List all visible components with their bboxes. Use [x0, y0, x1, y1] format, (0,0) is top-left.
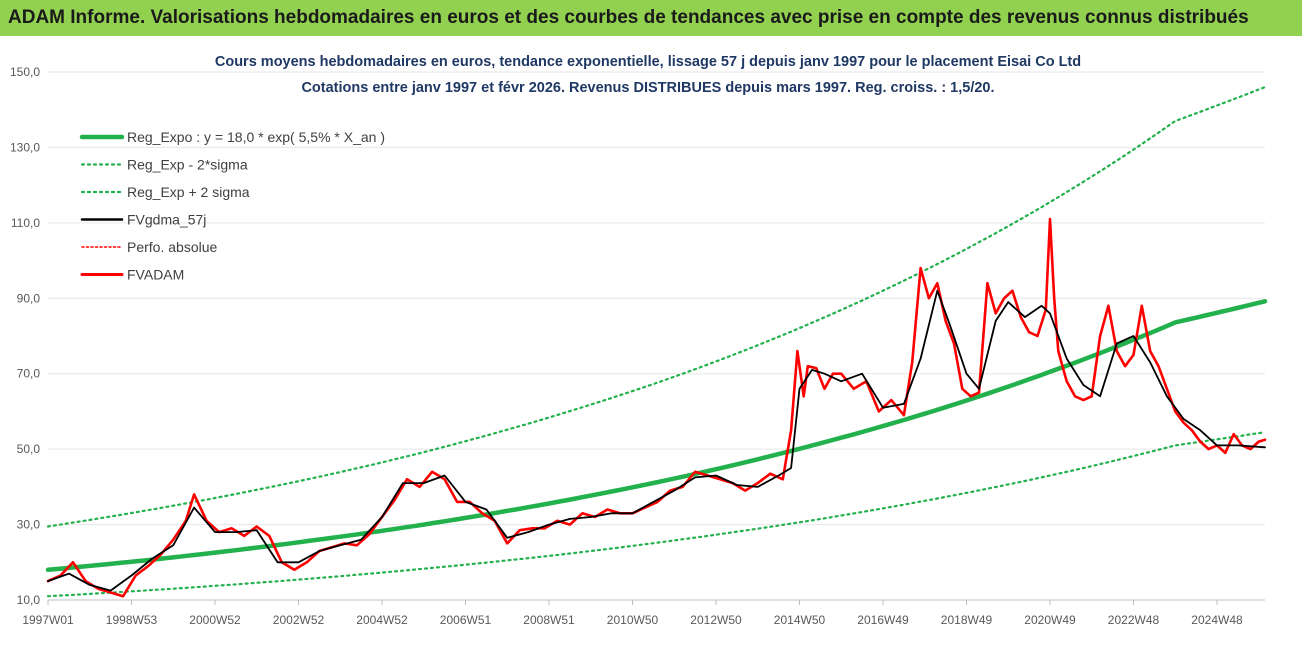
x-tick-label: 2008W51 — [523, 613, 575, 627]
y-tick-label: 50,0 — [17, 442, 41, 456]
y-tick-label: 110,0 — [11, 216, 40, 230]
x-tick-label: 2014W50 — [774, 613, 826, 627]
y-tick-label: 70,0 — [17, 367, 41, 381]
legend-label: Reg_Expo : y = 18,0 * exp( 5,5% * X_an ) — [127, 129, 385, 145]
x-tick-label: 2004W52 — [356, 613, 408, 627]
y-tick-label: 10,0 — [17, 593, 41, 607]
y-tick-label: 130,0 — [10, 140, 40, 154]
x-tick-label: 1998W53 — [106, 613, 158, 627]
x-tick-label: 2002W52 — [273, 613, 325, 627]
series-fvgdma-57j-line — [47, 289, 1266, 592]
x-tick-label: 2020W49 — [1024, 613, 1076, 627]
chart-title-line-1: Cours moyens hebdomadaires en euros, ten… — [215, 54, 1081, 70]
legend-label: Perfo. absolue — [127, 239, 217, 255]
x-tick-label: 2022W48 — [1108, 613, 1160, 627]
series-lines — [45, 86, 1268, 598]
legend: Reg_Expo : y = 18,0 * exp( 5,5% * X_an )… — [79, 129, 385, 283]
y-axis: 10,0 30,0 50,0 70,0 90,0 110,0 130,0 150,0 — [10, 65, 40, 607]
gridlines — [48, 71, 1265, 601]
series-reg-expo-line — [45, 299, 1268, 573]
series-reg-exp-plus-2sigma-line — [46, 86, 1267, 528]
x-tick-label: 2016W49 — [857, 613, 909, 627]
legend-label: Reg_Exp + 2 sigma — [127, 184, 250, 200]
x-tick-label: 2012W50 — [690, 613, 742, 627]
report-banner: ADAM Informe. Valorisations hebdomadaire… — [0, 0, 1302, 36]
y-tick-label: 90,0 — [17, 291, 41, 305]
y-tick-label: 30,0 — [17, 518, 41, 532]
legend-label: Reg_Exp - 2*sigma — [127, 157, 248, 173]
legend-label: FVADAM — [127, 267, 184, 283]
x-tick-label: 2018W49 — [941, 613, 993, 627]
legend-label: FVgdma_57j — [127, 212, 206, 228]
x-tick-label: 1997W01 — [22, 613, 74, 627]
chart-area: Cours moyens hebdomadaires en euros, ten… — [0, 36, 1302, 653]
y-tick-label: 150,0 — [10, 65, 40, 79]
x-axis: 1997W01 1998W53 2000W52 2002W52 2004W52 2006W… — [22, 600, 1243, 627]
x-tick-label: 2000W52 — [189, 613, 241, 627]
x-tick-label: 2010W50 — [607, 613, 659, 627]
chart-title-line-2: Cotations entre janv 1997 et févr 2026. … — [301, 80, 994, 96]
x-tick-label: 2006W51 — [440, 613, 492, 627]
x-tick-label: 2024W48 — [1191, 613, 1243, 627]
series-reg-exp-minus-2sigma-line — [46, 431, 1267, 598]
